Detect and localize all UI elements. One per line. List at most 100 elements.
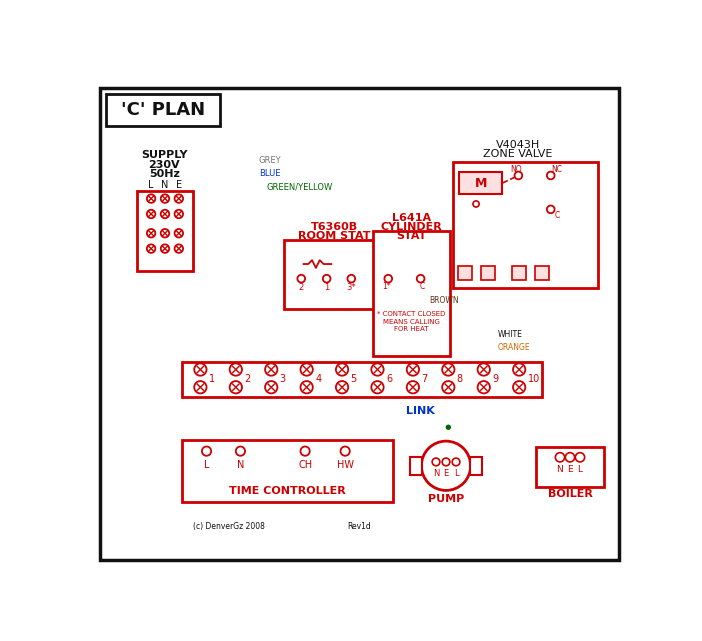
Text: N: N — [433, 469, 439, 478]
Text: N: N — [557, 465, 563, 474]
Circle shape — [513, 381, 525, 394]
Circle shape — [432, 458, 440, 466]
Text: 50Hz: 50Hz — [149, 169, 180, 179]
Bar — [410, 456, 422, 475]
Circle shape — [300, 363, 313, 376]
Circle shape — [442, 381, 454, 394]
Text: E: E — [444, 469, 449, 478]
Text: 4: 4 — [315, 374, 322, 384]
Text: 9: 9 — [492, 374, 498, 384]
Circle shape — [547, 172, 555, 179]
Circle shape — [371, 363, 384, 376]
Circle shape — [477, 363, 490, 376]
Text: Rev1d: Rev1d — [347, 522, 371, 531]
Text: 5: 5 — [350, 374, 357, 384]
Circle shape — [161, 194, 169, 203]
Circle shape — [300, 447, 310, 456]
Circle shape — [406, 381, 419, 394]
Circle shape — [576, 453, 585, 462]
Text: BROWN: BROWN — [430, 296, 459, 304]
Circle shape — [194, 381, 206, 394]
Circle shape — [161, 210, 169, 218]
Text: N: N — [161, 181, 168, 190]
Text: L: L — [148, 181, 154, 190]
Circle shape — [452, 458, 460, 466]
Text: 8: 8 — [457, 374, 463, 384]
Text: TIME CONTROLLER: TIME CONTROLLER — [229, 486, 346, 496]
Text: BLUE: BLUE — [259, 169, 280, 178]
Circle shape — [194, 363, 206, 376]
Bar — [107, 94, 220, 126]
Circle shape — [265, 363, 277, 376]
Bar — [536, 447, 604, 487]
Circle shape — [385, 275, 392, 283]
Bar — [453, 162, 597, 288]
Circle shape — [547, 206, 555, 213]
Circle shape — [477, 381, 490, 394]
Circle shape — [371, 381, 384, 394]
Text: L: L — [578, 465, 583, 474]
Text: PUMP: PUMP — [428, 494, 464, 504]
Text: 1: 1 — [324, 283, 329, 292]
Text: L641A: L641A — [392, 213, 431, 223]
Text: C: C — [555, 211, 559, 220]
Bar — [512, 267, 526, 280]
Circle shape — [147, 229, 155, 237]
Circle shape — [513, 363, 525, 376]
Circle shape — [515, 172, 522, 179]
Circle shape — [446, 424, 451, 430]
Circle shape — [236, 447, 245, 456]
Bar — [373, 231, 450, 356]
Circle shape — [417, 275, 425, 283]
Text: 3: 3 — [279, 374, 286, 384]
Text: LINK: LINK — [406, 406, 435, 416]
Circle shape — [442, 363, 454, 376]
Text: BOILER: BOILER — [548, 489, 592, 499]
Circle shape — [147, 244, 155, 253]
Text: 2: 2 — [298, 283, 304, 292]
Circle shape — [336, 381, 348, 394]
Text: MEANS CALLING: MEANS CALLING — [383, 319, 439, 325]
Text: 230V: 230V — [148, 160, 180, 170]
Text: WHITE: WHITE — [498, 329, 522, 338]
Bar — [470, 456, 482, 475]
Circle shape — [175, 244, 183, 253]
Text: 6: 6 — [386, 374, 392, 384]
Text: 2: 2 — [244, 374, 251, 384]
Text: (c) DenverGz 2008: (c) DenverGz 2008 — [194, 522, 265, 531]
Circle shape — [323, 275, 331, 283]
Text: 10: 10 — [528, 374, 540, 384]
Text: L: L — [204, 460, 209, 470]
Text: ZONE VALVE: ZONE VALVE — [483, 149, 552, 159]
Circle shape — [406, 363, 419, 376]
Text: E: E — [176, 181, 182, 190]
Circle shape — [336, 363, 348, 376]
Text: 3*: 3* — [347, 283, 356, 292]
Text: E: E — [567, 465, 573, 474]
Bar — [482, 267, 496, 280]
Text: 'C' PLAN: 'C' PLAN — [121, 101, 206, 119]
Text: * CONTACT CLOSED: * CONTACT CLOSED — [377, 311, 446, 317]
Bar — [284, 240, 385, 310]
Text: SUPPLY: SUPPLY — [141, 151, 187, 160]
Circle shape — [442, 458, 450, 466]
Circle shape — [347, 275, 355, 283]
Text: ROOM STAT: ROOM STAT — [298, 231, 371, 241]
Text: C: C — [420, 282, 425, 291]
Text: FOR HEAT: FOR HEAT — [394, 326, 429, 333]
Text: GREEN/YELLOW: GREEN/YELLOW — [267, 183, 333, 192]
Circle shape — [298, 275, 305, 283]
Circle shape — [565, 453, 575, 462]
Circle shape — [161, 244, 169, 253]
Circle shape — [175, 229, 183, 237]
Text: N: N — [237, 460, 244, 470]
Text: T6360B: T6360B — [311, 222, 358, 232]
Text: CH: CH — [298, 460, 312, 470]
Circle shape — [473, 201, 479, 207]
Text: CYLINDER: CYLINDER — [380, 222, 442, 232]
Circle shape — [230, 363, 242, 376]
Text: 1: 1 — [209, 374, 215, 384]
Text: M: M — [475, 177, 487, 190]
Text: GREY: GREY — [259, 156, 282, 165]
Text: V4043H: V4043H — [496, 140, 540, 150]
